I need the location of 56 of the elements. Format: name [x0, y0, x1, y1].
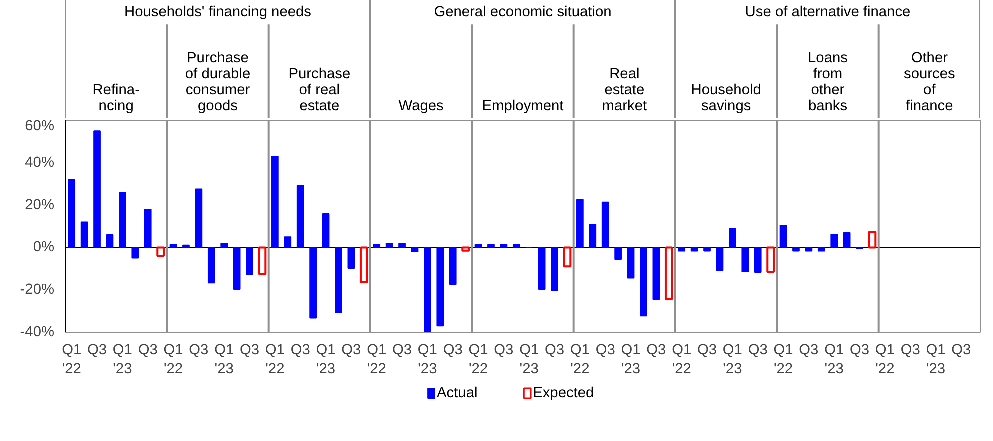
- x-tick-label: Q1 '22: [570, 342, 590, 378]
- x-tick-label: Q1 '22: [367, 342, 387, 378]
- x-tick-label: Q3: [544, 342, 565, 358]
- x-tick-label: Q1 '22: [164, 342, 184, 378]
- text: Purchase of durable consumer goods: [185, 50, 251, 114]
- x-tick-label: Q1 '23: [621, 342, 641, 378]
- x-tick-label: Q3: [138, 342, 158, 358]
- legend-label: Expected: [533, 386, 594, 402]
- text: Households' financing needs: [124, 4, 312, 21]
- x-tick-label: Q3: [697, 342, 718, 358]
- x-tick-label: Q3: [494, 342, 514, 358]
- y-tick-label: 20%: [25, 197, 55, 214]
- x-tick-label: Q1 '23: [112, 342, 132, 378]
- y-tick-label: 60%: [25, 118, 55, 134]
- x-tick-label: Q1 '23: [824, 342, 844, 378]
- y-tick-label: -20%: [20, 282, 55, 298]
- x-tick-label: Q1 '23: [214, 342, 234, 378]
- text: Purchase of real estate: [288, 66, 351, 114]
- x-tick-label: Q1 '23: [722, 342, 742, 378]
- y-tick-label: 40%: [25, 154, 55, 171]
- x-tick-label: Q3: [850, 342, 870, 358]
- x-tick-label: Q1 '23: [418, 342, 438, 378]
- text: Employment: [482, 98, 564, 114]
- x-tick-label: Q1 '22: [468, 342, 488, 378]
- x-tick-label: Q3: [189, 342, 209, 358]
- x-tick-label: Q1 '22: [265, 342, 285, 378]
- x-tick-label: Q3: [443, 342, 463, 358]
- x-tick-label: Q3: [240, 342, 260, 358]
- text: Loans from other banks: [808, 50, 848, 114]
- x-tick-label: Q3: [646, 342, 666, 358]
- text: Real estate market: [602, 66, 648, 114]
- x-tick-label: Q3: [799, 342, 819, 358]
- x-tick-label: Q1 '22: [62, 342, 82, 378]
- x-tick-label: Q3: [900, 342, 920, 358]
- x-tick-label: Q1 '23: [520, 342, 540, 378]
- x-tick-label: Q3: [748, 342, 768, 358]
- x-tick-label: Q3: [392, 342, 412, 358]
- legend-label: Actual: [436, 386, 478, 402]
- x-tick-label: Q3: [342, 342, 362, 358]
- y-tick-label: 0%: [33, 240, 55, 256]
- x-tick-label: Q1 '23: [926, 342, 946, 378]
- x-tick-label: Q3: [952, 342, 972, 358]
- x-tick-label: Q1 '23: [316, 342, 336, 378]
- x-tick-label: Q3: [290, 342, 310, 358]
- x-tick-label: Q1 '22: [875, 342, 895, 378]
- x-tick-label: Q3: [596, 342, 616, 358]
- x-tick-label: Q1 '22: [672, 342, 692, 378]
- text: General economic situation: [434, 4, 612, 21]
- x-tick-label: Q3: [87, 342, 108, 358]
- text: Use of alternative finance: [745, 4, 911, 21]
- text: Refina- ncing: [92, 82, 140, 114]
- y-tick-label: -40%: [20, 324, 55, 340]
- text: Household savings: [691, 82, 762, 114]
- text: Wages: [398, 98, 444, 114]
- x-tick-label: Q1 '22: [774, 342, 794, 378]
- text: Other sources of finance: [904, 50, 956, 114]
